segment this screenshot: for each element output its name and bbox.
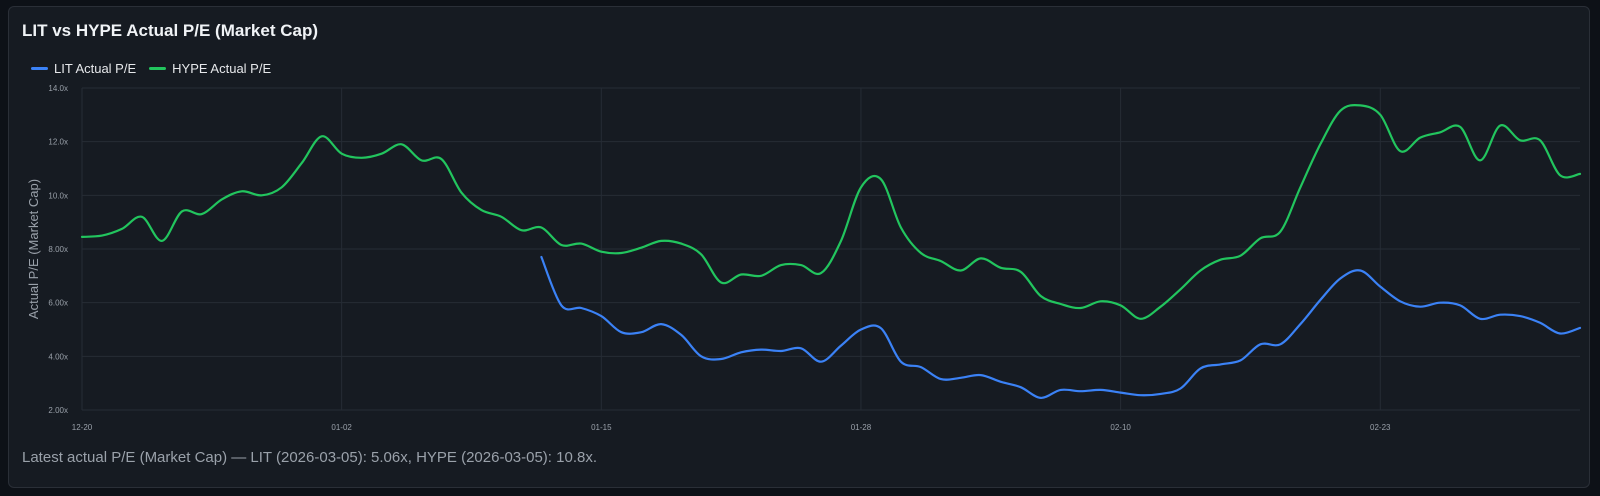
legend-item-hype[interactable]: HYPE Actual P/E: [149, 61, 271, 76]
legend-label-lit: LIT Actual P/E: [54, 61, 137, 76]
y-tick-label: 2.00x: [48, 406, 68, 415]
x-tick-label: 02-10: [1110, 423, 1131, 432]
y-tick-label: 4.00x: [48, 352, 68, 361]
y-tick-label: 6.00x: [48, 299, 68, 308]
x-tick-label: 01-15: [591, 423, 612, 432]
legend: LIT Actual P/E HYPE Actual P/E: [31, 61, 271, 76]
x-tick-label: 12-20: [72, 423, 93, 432]
y-tick-label: 14.0x: [48, 84, 68, 93]
chart-card: LIT vs HYPE Actual P/E (Market Cap) LIT …: [8, 6, 1590, 488]
footnote: Latest actual P/E (Market Cap) — LIT (20…: [22, 449, 598, 466]
y-tick-label: 8.00x: [48, 245, 68, 254]
x-tick-label: 01-02: [331, 423, 352, 432]
y-tick-label: 12.0x: [48, 138, 68, 147]
legend-swatch-lit: [31, 67, 48, 70]
legend-swatch-hype: [149, 67, 167, 70]
series-line-lit: [540, 255, 1582, 399]
legend-label-hype: HYPE Actual P/E: [172, 61, 272, 76]
legend-item-lit[interactable]: LIT Actual P/E: [31, 61, 136, 76]
y-tick-label: 10.0x: [48, 191, 68, 200]
x-tick-label: 02-23: [1370, 423, 1391, 432]
chart-title: LIT vs HYPE Actual P/E (Market Cap): [22, 21, 318, 40]
y-axis-label: Actual P/E (Market Cap): [26, 179, 41, 319]
x-tick-label: 01-28: [851, 423, 872, 432]
series-line-hype: [80, 103, 1582, 320]
